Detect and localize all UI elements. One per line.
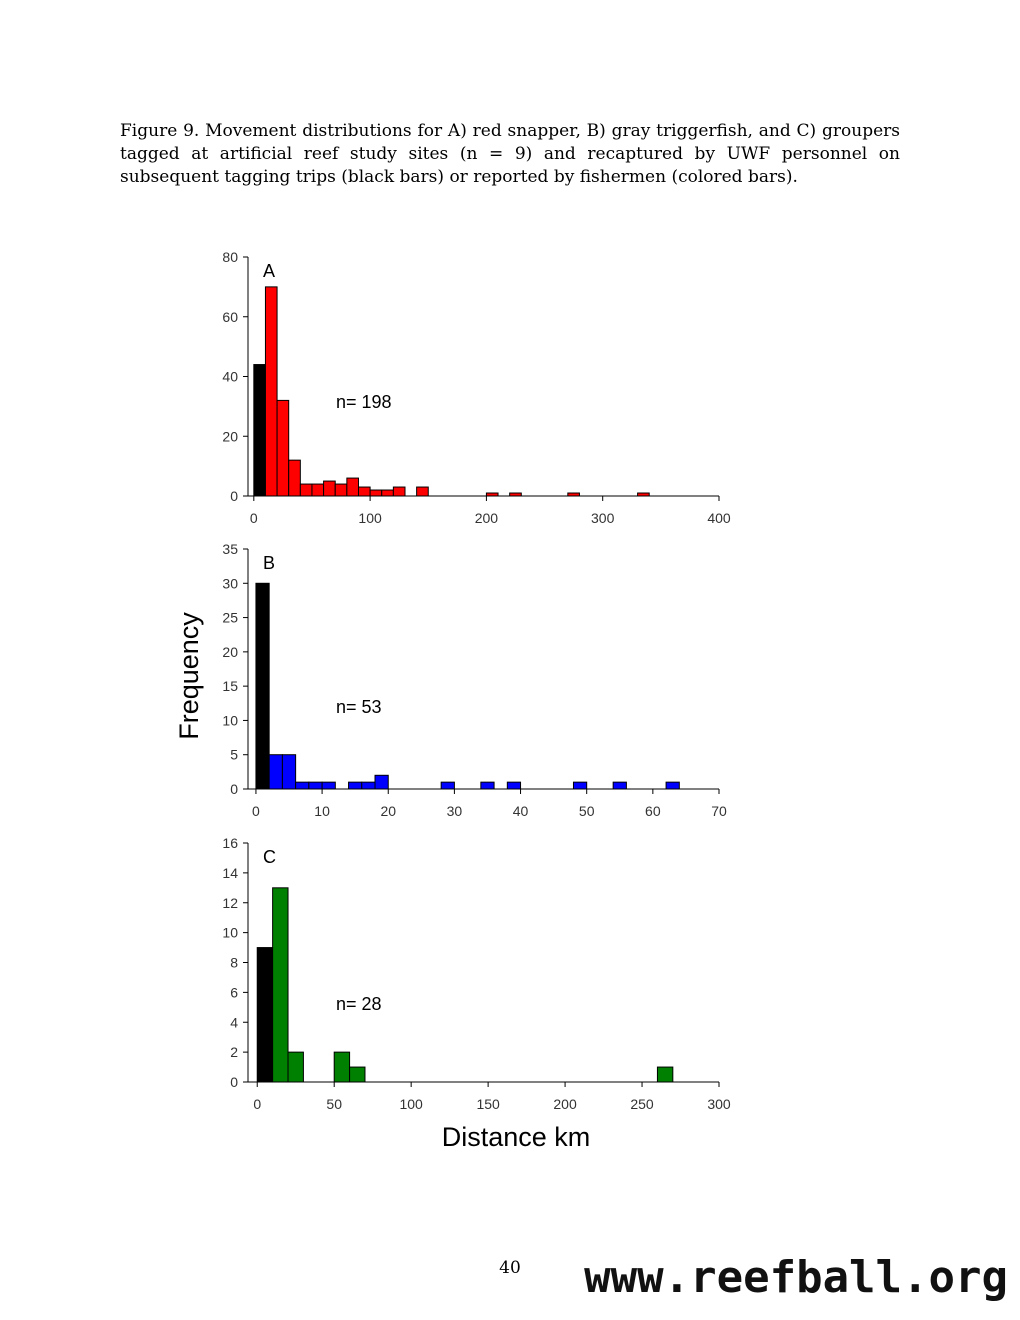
panel-c-y-tick-label: 12 bbox=[222, 895, 238, 911]
panel-b-bar-12 bbox=[612, 781, 627, 790]
panel-a-bar-7 bbox=[346, 477, 359, 497]
panel-b-bar-13 bbox=[665, 781, 680, 790]
panel-c-x-tick-label: 250 bbox=[630, 1096, 654, 1112]
panel-b-bar-5 bbox=[348, 781, 363, 790]
panel-b-x-tick-label: 20 bbox=[380, 803, 396, 819]
panel-c-bar-3 bbox=[349, 1066, 366, 1083]
panel-a-bar-3 bbox=[299, 483, 313, 497]
page-number: 40 bbox=[499, 1258, 521, 1278]
watermark: www.reefball.org bbox=[584, 1252, 1008, 1303]
panel-c-y-tick-label: 10 bbox=[222, 925, 238, 941]
panel-a-bar-12 bbox=[416, 486, 429, 497]
panel-b-y-tick-label: 35 bbox=[222, 541, 238, 557]
panel-a-bar-1 bbox=[276, 399, 290, 497]
panel-c-y-tick-label: 2 bbox=[230, 1044, 238, 1060]
panel-c-uwf-bar bbox=[256, 947, 274, 1083]
panel-b-y-tick-label: 5 bbox=[230, 747, 238, 763]
panel-a-bar-9 bbox=[369, 489, 383, 497]
panel-b-bar-2 bbox=[295, 781, 310, 790]
figure-caption: Figure 9. Movement distributions for A) … bbox=[120, 121, 900, 187]
panel-b-label: B bbox=[263, 553, 275, 573]
panel-c-x-tick-label: 200 bbox=[553, 1096, 577, 1112]
panel-a-x-tick-label: 300 bbox=[591, 510, 615, 526]
panel-b-bar-8 bbox=[440, 781, 455, 790]
panel-b-x-tick-label: 70 bbox=[711, 803, 727, 819]
panel-b-bar-7 bbox=[374, 774, 389, 790]
panel-c-y-tick-label: 6 bbox=[230, 984, 238, 1000]
panel-c-bar-0 bbox=[272, 887, 289, 1083]
panel-b-bar-3 bbox=[308, 781, 323, 790]
panel-c-bar-2 bbox=[333, 1051, 351, 1083]
panel-c-label: C bbox=[263, 847, 276, 867]
panel-b-n-label: n= 53 bbox=[336, 697, 382, 717]
panel-b-y-tick-label: 20 bbox=[222, 644, 238, 660]
panel-c-x-tick-label: 100 bbox=[399, 1096, 423, 1112]
panel-b-bar-6 bbox=[361, 781, 376, 790]
panel-c-x-tick-label: 300 bbox=[707, 1096, 731, 1112]
panel-c-x-tick-label: 50 bbox=[326, 1096, 342, 1112]
panel-a-bar-2 bbox=[288, 459, 301, 497]
panel-a-bar-0 bbox=[264, 286, 278, 497]
panel-b-y-tick-label: 25 bbox=[222, 610, 238, 626]
panel-b-x-tick-label: 30 bbox=[447, 803, 463, 819]
panel-a-x-tick-label: 100 bbox=[358, 510, 382, 526]
panel-a-bar-10 bbox=[381, 489, 394, 497]
panel-b-x-tick-label: 10 bbox=[314, 803, 330, 819]
panel-a-bar-8 bbox=[357, 486, 371, 497]
panel-c-bar-4 bbox=[656, 1066, 674, 1083]
panel-b-x-tick-label: 50 bbox=[579, 803, 595, 819]
panel-c-y-tick-label: 0 bbox=[230, 1074, 238, 1090]
panel-c-n-label: n= 28 bbox=[336, 994, 382, 1014]
panel-a-label: A bbox=[263, 261, 275, 281]
panel-a-y-tick-label: 80 bbox=[222, 249, 238, 265]
panel-b-y-tick-label: 10 bbox=[222, 712, 238, 728]
panel-a-bar-6 bbox=[334, 483, 348, 497]
panel-b-bar-10 bbox=[506, 781, 522, 790]
panel-a-y-tick-label: 20 bbox=[222, 428, 238, 444]
panel-c-x-tick-label: 150 bbox=[476, 1096, 500, 1112]
y-axis-title: Frequency bbox=[174, 612, 204, 740]
panel-a-bar-4 bbox=[311, 483, 325, 497]
panel-b-x-tick-label: 0 bbox=[252, 803, 260, 819]
panel-a-x-tick-label: 200 bbox=[475, 510, 499, 526]
panel-a-n-label: n= 198 bbox=[336, 392, 392, 412]
panel-a-x-tick-label: 0 bbox=[250, 510, 258, 526]
panel-b-bar-1 bbox=[281, 754, 297, 790]
panel-b-y-tick-label: 15 bbox=[222, 678, 238, 694]
panel-a-bar-11 bbox=[392, 486, 406, 497]
panel-b-x-tick-label: 40 bbox=[513, 803, 529, 819]
panel-a-uwf-bar bbox=[253, 364, 266, 497]
panel-b-y-tick-label: 30 bbox=[222, 575, 238, 591]
panel-c-chart: 0 2 4 6 8 10 12 14 16 0 50 100 150 200 250 300 Cn= 28 bbox=[222, 835, 730, 1112]
panel-b-bar-4 bbox=[321, 781, 336, 790]
panel-b-uwf-bar bbox=[255, 582, 270, 790]
panel-a-bar-5 bbox=[323, 480, 336, 497]
panel-b-y-tick-label: 0 bbox=[230, 781, 238, 797]
panel-a-y-tick-label: 40 bbox=[222, 369, 238, 385]
panel-a-y-tick-label: 60 bbox=[222, 309, 238, 325]
panel-b-bar-9 bbox=[480, 781, 495, 790]
panel-c-y-tick-label: 4 bbox=[230, 1014, 238, 1030]
panel-b-chart: 0 5 10 15 20 25 30 35 0 10 20 30 40 50 60 70 Bn= 53 bbox=[222, 541, 727, 819]
panel-c-y-tick-label: 16 bbox=[222, 835, 238, 851]
panel-b-x-tick-label: 60 bbox=[645, 803, 661, 819]
panel-c-x-tick-label: 0 bbox=[253, 1096, 261, 1112]
panel-c-bar-1 bbox=[287, 1051, 304, 1083]
panel-a-y-tick-label: 0 bbox=[230, 488, 238, 504]
panel-c-y-tick-label: 8 bbox=[230, 955, 238, 971]
x-axis-title: Distance km bbox=[442, 1122, 591, 1152]
panel-b-bar-0 bbox=[268, 754, 283, 790]
panel-c-y-tick-label: 14 bbox=[222, 865, 238, 881]
panel-a-x-tick-label: 400 bbox=[707, 510, 731, 526]
panel-b-bar-11 bbox=[572, 781, 588, 790]
panel-a-chart: 0 20 40 60 80 0 100 200 300 400 An= 198 bbox=[222, 249, 730, 526]
